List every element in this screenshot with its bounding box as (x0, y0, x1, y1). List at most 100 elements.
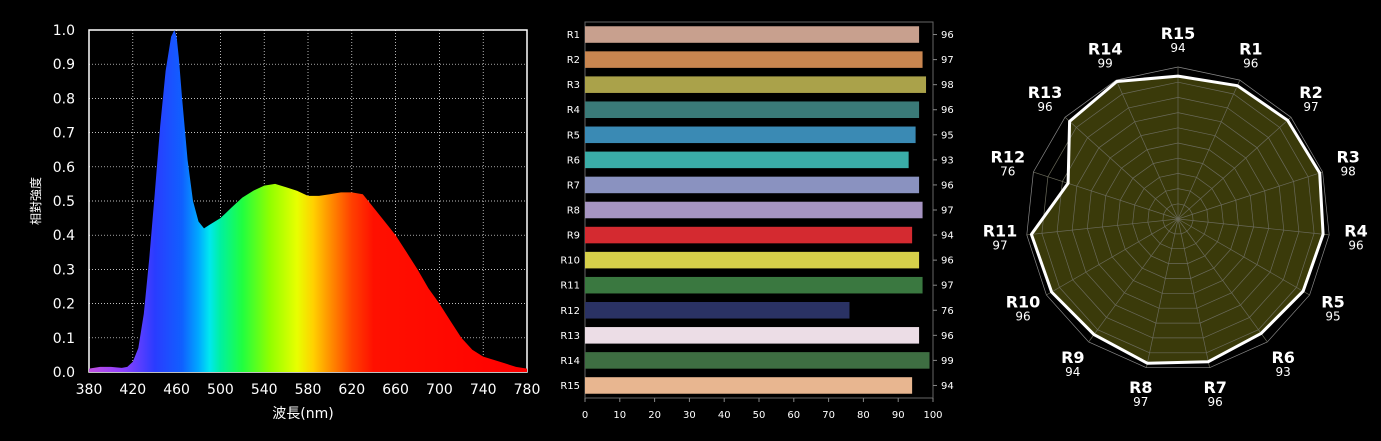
radar-value-label: 76 (1000, 165, 1015, 179)
radar-axis-label-r1: R1 (1239, 40, 1262, 59)
radar-axis-label-r3: R3 (1336, 148, 1359, 167)
y-tick-label: 0.6 (53, 160, 75, 176)
bar-x-tick-label: 20 (648, 410, 661, 421)
y-tick-label: 0.4 (53, 228, 75, 244)
radar-axis-label-r9: R9 (1061, 348, 1084, 367)
radar-spoke (1115, 79, 1179, 220)
radar-spoke (1088, 218, 1179, 343)
y-tick-label: 0.5 (53, 194, 75, 210)
bar-r1 (585, 26, 920, 43)
radar-value-label: 99 (1098, 57, 1113, 71)
bar-value-label: 97 (941, 55, 954, 66)
bar-r9 (585, 226, 913, 244)
bar-x-tick-label: 0 (582, 410, 588, 421)
bar-value-label: 96 (941, 256, 954, 267)
bar-group: R1 96 R2 97 R3 98 R4 96 R5 95 R6 93 R7 96 R8 97 R9 94 R10 9… (560, 21, 954, 421)
radar-spoke (1177, 218, 1210, 368)
bar-r6 (585, 151, 909, 169)
radar-axis-label-r13: R13 (1028, 83, 1063, 102)
bar-category-label: R8 (567, 206, 580, 217)
radar-axis-label-r15: R15 (1161, 24, 1196, 43)
bar-category-label: R9 (567, 231, 580, 242)
y-tick-label: 0.3 (53, 262, 75, 278)
bar-category-label: R12 (560, 306, 580, 317)
x-tick-label: 540 (251, 382, 278, 398)
bar-value-label: 94 (941, 231, 954, 242)
radar-axis-label-r6: R6 (1271, 348, 1294, 367)
radar-value-label: 96 (1208, 395, 1223, 409)
bar-value-label: 95 (941, 130, 954, 141)
radar-spoke (1033, 171, 1179, 220)
x-tick-label: 500 (207, 382, 234, 398)
bar-r2 (585, 51, 923, 68)
radar-spoke (1177, 171, 1323, 220)
radar-value-label: 98 (1341, 165, 1356, 179)
y-tick-label: 0.8 (53, 91, 75, 107)
bar-r15 (585, 377, 913, 394)
x-tick-label: 420 (119, 382, 146, 398)
radar-spoke (1064, 117, 1179, 220)
radar-spoke (1146, 218, 1179, 368)
bar-x-tick-label: 40 (718, 410, 731, 421)
y-axis-label: 相對強度 (28, 177, 43, 225)
radar-value-label: 96 (1348, 239, 1363, 253)
radar-axis-label-r2: R2 (1299, 83, 1322, 102)
x-tick-label: 740 (470, 382, 497, 398)
bar-value-label: 97 (941, 206, 954, 217)
x-tick-label: 380 (76, 382, 103, 398)
radar-spoke (1177, 117, 1292, 220)
radar-grid-ring (1117, 157, 1239, 279)
radar-value-label: 93 (1276, 365, 1291, 379)
spectrum-chart: 380 420 460 500 540 580 620 660 700 740 780 0.0 0.1… (28, 23, 541, 422)
radar-axis-label-r12: R12 (991, 148, 1026, 167)
radar-spoke (1177, 79, 1241, 220)
y-tick-label: 0.2 (53, 297, 75, 313)
bar-r8 (585, 201, 923, 219)
radar-axis-label-r7: R7 (1203, 378, 1226, 397)
radar-spoke (1177, 218, 1330, 236)
bar-x-tick-label: 60 (787, 410, 800, 421)
spectrum-y-ticks: 0.0 0.1 0.2 0.3 0.4 0.5 0.6 0.7 0.8 0.9 1.0 (53, 23, 75, 381)
radar-grid-ring (1162, 203, 1194, 235)
radar-value-label: 96 (1015, 310, 1030, 324)
bar-x-tick-label: 90 (892, 410, 905, 421)
x-tick-label: 620 (338, 382, 365, 398)
y-tick-label: 1.0 (53, 23, 75, 39)
radar-value-label: 94 (1170, 41, 1185, 55)
radar-axis-label-r10: R10 (1006, 293, 1041, 312)
bar-x-tick-label: 30 (683, 410, 696, 421)
bar-category-label: R4 (567, 105, 580, 116)
bar-category-label: R1 (567, 30, 580, 41)
radar-spoke (1177, 218, 1268, 343)
x-tick-label: 460 (163, 382, 190, 398)
x-tick-label: 580 (295, 382, 322, 398)
radar-grid-ring (1041, 81, 1315, 354)
radar-value-label: 96 (1037, 100, 1052, 114)
radar-spoke (1046, 218, 1179, 296)
radar-value-label: 94 (1065, 365, 1080, 379)
x-tick-label: 660 (382, 382, 409, 398)
radar-outline (1029, 74, 1325, 365)
radar-grid-ring (1086, 127, 1270, 309)
bar-value-label: 76 (941, 306, 954, 317)
bar-category-label: R6 (567, 155, 580, 166)
x-tick-label: 780 (514, 382, 541, 398)
radar-value-label: 96 (1243, 57, 1258, 71)
bar-category-label: R5 (567, 130, 580, 141)
radar-axis-label-r5: R5 (1321, 293, 1344, 312)
bar-r14 (585, 352, 930, 369)
bar-x-tick-label: 50 (753, 410, 766, 421)
bar-category-label: R11 (560, 281, 580, 292)
radar-spoke (1026, 218, 1179, 236)
bar-r11 (585, 276, 923, 294)
y-tick-label: 0.0 (53, 365, 75, 381)
bar-x-tick-label: 100 (923, 410, 942, 421)
x-tick-label: 700 (426, 382, 453, 398)
radar-value-label: 97 (992, 239, 1007, 253)
spectrum-x-ticks: 380 420 460 500 540 580 620 660 700 740 780 (76, 382, 541, 398)
radar-axis-label-r11: R11 (983, 222, 1018, 241)
spectrum-area (89, 30, 527, 372)
bar-category-label: R3 (567, 80, 580, 91)
bar-value-label: 96 (941, 30, 954, 41)
